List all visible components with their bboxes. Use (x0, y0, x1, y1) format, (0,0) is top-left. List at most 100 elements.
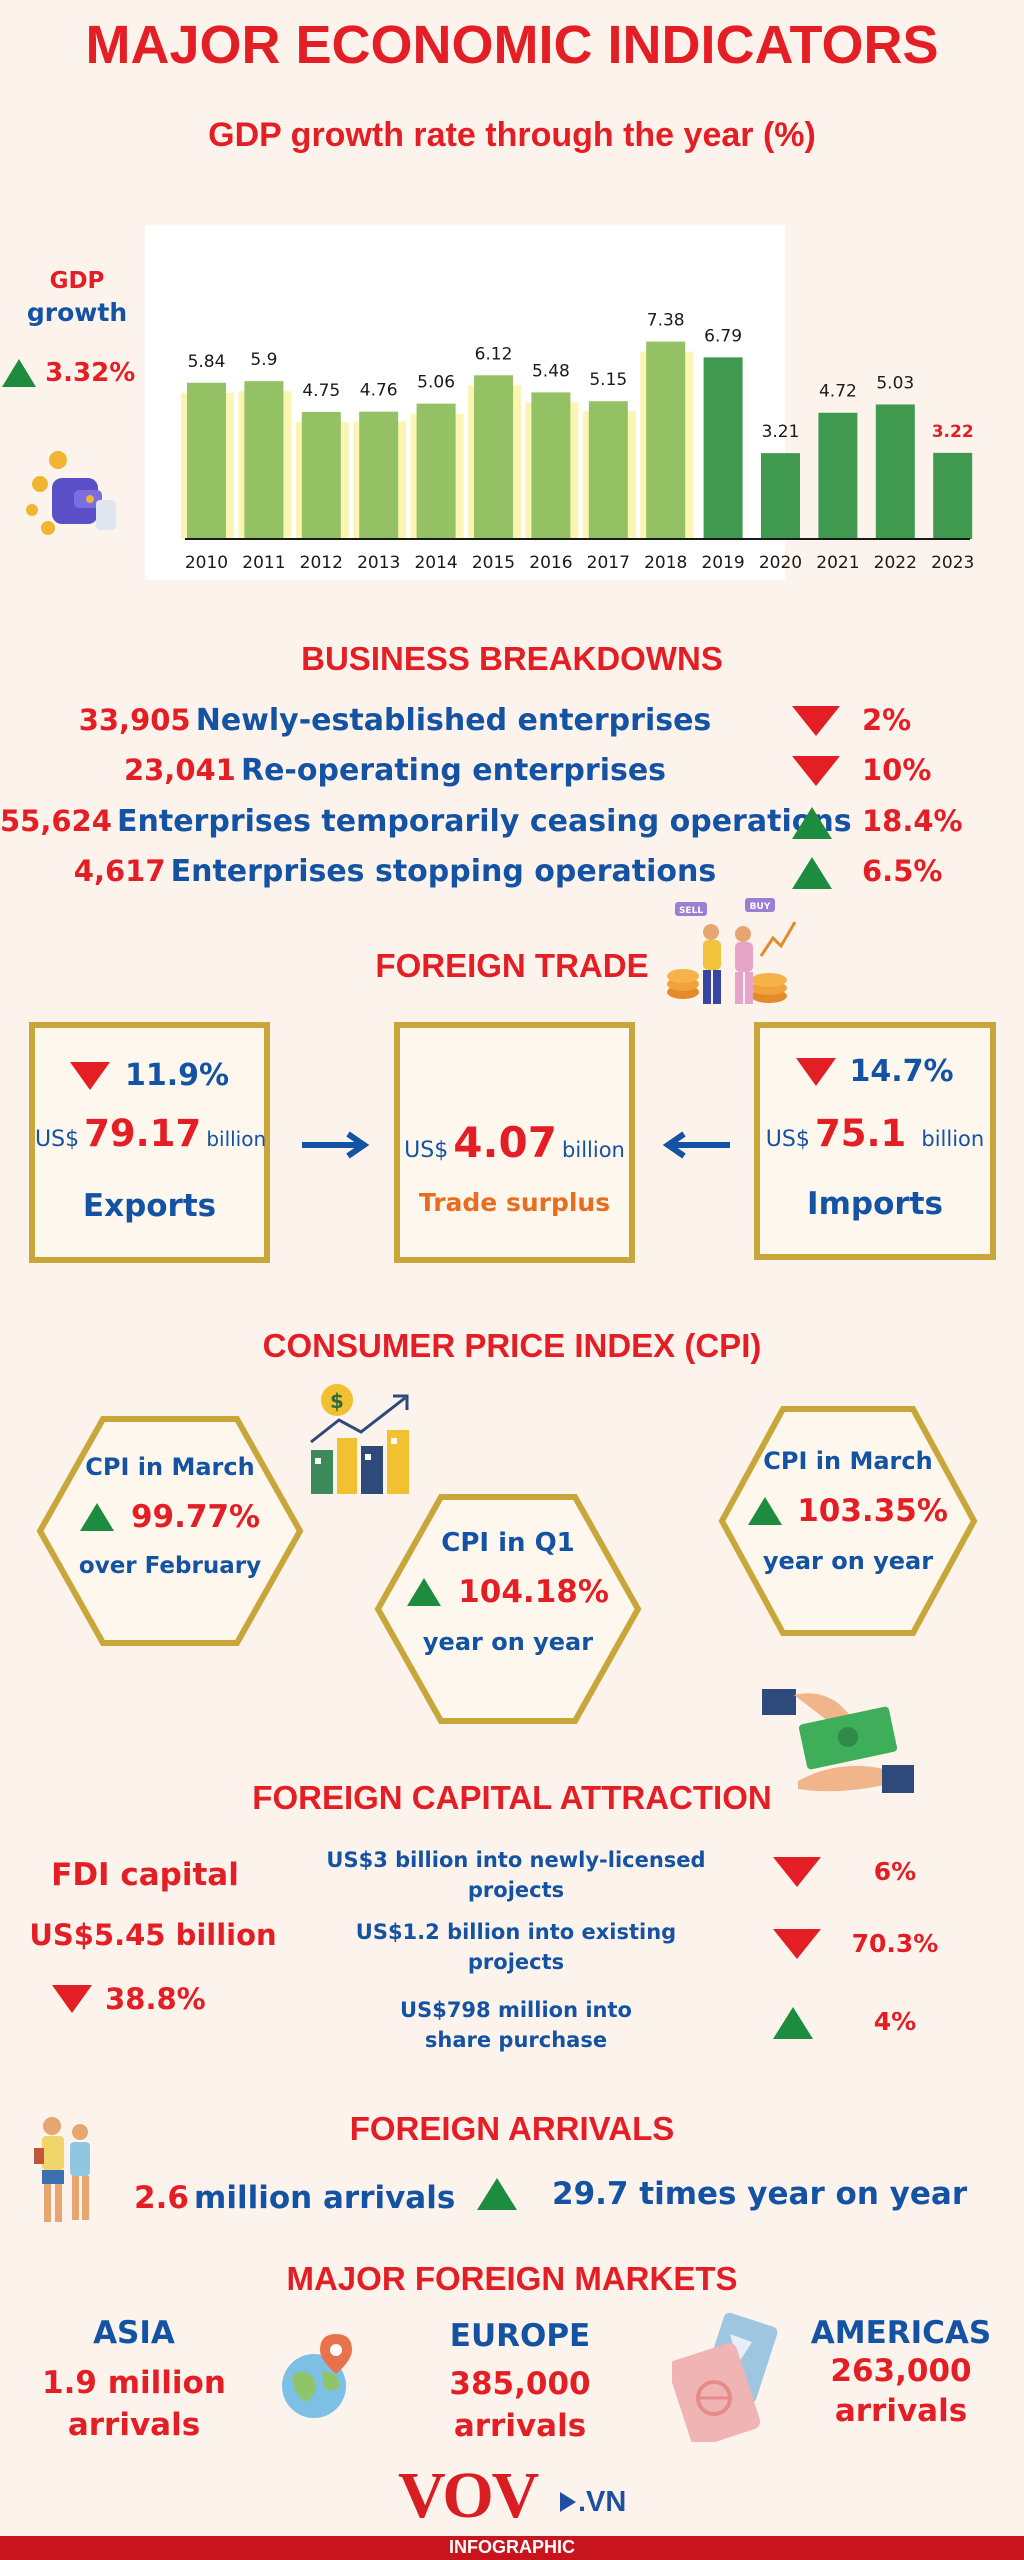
value-label-2019: 6.79 (704, 326, 742, 346)
bar-2014 (416, 403, 456, 539)
business-count: 23,041 (123, 753, 236, 787)
imports-value: 75.1 (814, 1112, 907, 1155)
tick-label-2014: 2014 (414, 553, 457, 573)
left-arrow-icon (662, 1131, 730, 1159)
trade-title: FOREIGN TRADE (375, 947, 649, 984)
tick-label-2015: 2015 (472, 553, 515, 573)
value-label-2018: 7.38 (647, 311, 685, 331)
value-label-2020: 3.21 (762, 422, 800, 442)
tick-label-2022: 2022 (874, 553, 917, 573)
business-change: 2% (862, 703, 912, 737)
up-arrow-icon (79, 1503, 114, 1531)
surplus-unit: billion (562, 1138, 625, 1162)
buy-tag: BUY (750, 902, 771, 912)
market-americas-unit: arrivals (834, 2393, 968, 2429)
traders-illustration: SELL BUY (667, 898, 797, 1004)
market-americas-value: 263,000 (830, 2353, 972, 2389)
up-arrow-icon (477, 2178, 517, 2210)
value-label-2013: 4.76 (360, 381, 398, 401)
vov-domain: .VN (578, 2486, 627, 2518)
up-arrow-icon (407, 1578, 442, 1606)
market-europe-value: 385,000 (449, 2366, 591, 2402)
market-americas-name: AMERICAS (810, 2315, 992, 2351)
tick-label-2011: 2011 (242, 553, 285, 573)
bar-2011 (244, 381, 284, 539)
svg-text:$: $ (330, 1389, 344, 1413)
buildings-chart-icon: $ (310, 1384, 409, 1494)
value-label-2010: 5.84 (188, 352, 226, 372)
capital-item-description: US$798 million into share purchase (296, 1995, 736, 2055)
growth-label: growth (26, 298, 128, 327)
down-arrow-icon (796, 1057, 837, 1086)
business-change: 6.5% (862, 854, 943, 888)
trade-surplus-card: US$ 4.07 billion Trade surplus (394, 1022, 635, 1263)
bar-2015 (474, 375, 513, 539)
surplus-currency: US$ (404, 1138, 449, 1163)
arrivals-title: FOREIGN ARRIVALS (349, 2110, 675, 2147)
cpi-q1-value: 104.18% (458, 1574, 609, 1610)
cpi-march-yoy-hexagon (718, 1406, 978, 1636)
up-arrow-icon (792, 857, 832, 889)
business-row: 55,624 Enterprises temporarily ceasing o… (0, 804, 852, 839)
value-label-2016: 5.48 (532, 361, 570, 381)
bar-2016 (531, 392, 571, 539)
bar-2023 (933, 452, 973, 539)
page-title: MAJOR ECONOMIC INDICATORS (85, 15, 939, 75)
capital-item-change: 70.3% (851, 1929, 939, 1958)
business-count: 4,617 (73, 854, 166, 888)
value-label-2012: 4.75 (302, 381, 340, 401)
gdp-side-panel: GDP growth (12, 268, 142, 327)
up-arrow-icon (773, 2007, 813, 2039)
vov-logo-text: VOV (398, 2459, 539, 2532)
bar-2012 (301, 411, 341, 539)
right-arrow-icon (302, 1131, 370, 1159)
imports-pct: 14.7% (849, 1054, 954, 1089)
capital-title: FOREIGN CAPITAL ATTRACTION (252, 1779, 772, 1816)
capital-item-line1: US$3 billion into newly-licensed (326, 1848, 706, 1872)
capital-item-description: US$3 billion into newly-licensed projects (296, 1845, 736, 1905)
value-label-2011: 5.9 (250, 350, 277, 370)
bar-2017 (588, 401, 628, 539)
exports-unit: billion (206, 1127, 267, 1151)
business-count: 33,905 (78, 703, 191, 737)
cpi-q1-note: year on year (422, 1628, 594, 1656)
cpi-march-yoy-note: year on year (762, 1547, 934, 1575)
fdi-capital-label: FDI capital (51, 1857, 239, 1893)
cpi-march-feb-hexagon (36, 1416, 304, 1646)
business-change: 10% (862, 753, 932, 787)
tick-label-2012: 2012 (300, 553, 343, 573)
bar-2022 (875, 404, 915, 539)
down-arrow-icon (792, 706, 840, 736)
tourists-illustration (34, 2117, 90, 2222)
gdp-growth-chart: 5.84 2010 5.9 2011 4.75 2012 4.76 2013 5.06 2014 6… (145, 225, 974, 580)
imports-card: 14.7% US$ 75.1 billion Imports (754, 1022, 996, 1260)
value-label-2014: 5.06 (417, 373, 455, 393)
surplus-label: Trade surplus (418, 1188, 611, 1217)
surplus-value: 4.07 (453, 1118, 557, 1167)
up-arrow-icon (748, 1497, 783, 1525)
tick-label-2021: 2021 (816, 553, 859, 573)
business-row: 4,617 Enterprises stopping operations (0, 854, 790, 889)
exports-label: Exports (82, 1188, 217, 1224)
bar-2020 (761, 453, 800, 539)
value-label-2023: 3.22 (932, 422, 974, 442)
bar-2019 (703, 357, 743, 539)
up-arrow-icon (792, 807, 832, 839)
market-europe: EUROPE 385,000 arrivals (410, 2318, 630, 2444)
markets-title: MAJOR FOREIGN MARKETS (286, 2260, 738, 2297)
business-count: 55,624 (0, 804, 112, 838)
business-title: BUSINESS BREAKDOWNS (301, 640, 723, 677)
capital-item-change: 4% (873, 2007, 917, 2036)
play-icon (560, 2492, 576, 2512)
tick-label-2018: 2018 (644, 553, 687, 573)
tick-label-2019: 2019 (701, 553, 744, 573)
arrivals-label: million arrivals (194, 2180, 456, 2216)
exports-pct: 11.9% (125, 1058, 230, 1093)
tick-label-2023: 2023 (931, 553, 974, 573)
value-label-2015: 6.12 (475, 344, 513, 364)
capital-item-line2: share purchase (424, 2028, 608, 2052)
market-asia-value: 1.9 million (42, 2365, 226, 2401)
bar-2021 (818, 412, 858, 539)
down-arrow-icon (792, 756, 840, 786)
cpi-title: CONSUMER PRICE INDEX (CPI) (262, 1327, 762, 1364)
